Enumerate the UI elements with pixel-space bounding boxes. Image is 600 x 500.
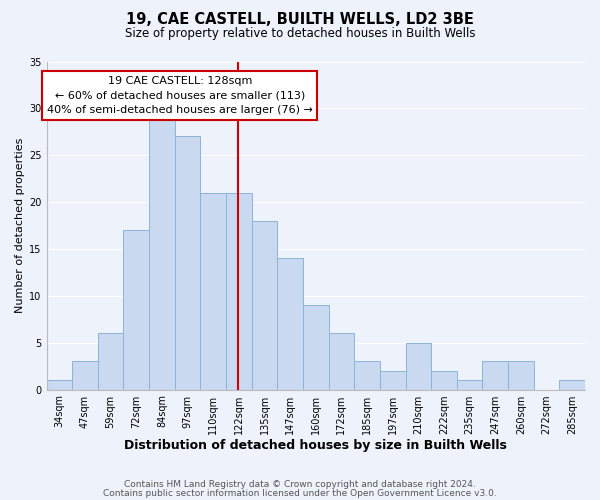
Bar: [124, 230, 149, 390]
Bar: [303, 305, 329, 390]
Bar: [175, 136, 200, 390]
Text: Contains public sector information licensed under the Open Government Licence v3: Contains public sector information licen…: [103, 488, 497, 498]
Text: Contains HM Land Registry data © Crown copyright and database right 2024.: Contains HM Land Registry data © Crown c…: [124, 480, 476, 489]
Bar: [200, 192, 226, 390]
Bar: [149, 118, 175, 390]
Bar: [251, 221, 277, 390]
Bar: [329, 334, 354, 390]
Bar: [72, 362, 98, 390]
Bar: [482, 362, 508, 390]
Text: Size of property relative to detached houses in Builth Wells: Size of property relative to detached ho…: [125, 28, 475, 40]
Text: 19 CAE CASTELL: 128sqm
← 60% of detached houses are smaller (113)
40% of semi-de: 19 CAE CASTELL: 128sqm ← 60% of detached…: [47, 76, 313, 115]
Bar: [431, 371, 457, 390]
Bar: [47, 380, 72, 390]
X-axis label: Distribution of detached houses by size in Builth Wells: Distribution of detached houses by size …: [124, 440, 507, 452]
Y-axis label: Number of detached properties: Number of detached properties: [15, 138, 25, 313]
Bar: [508, 362, 534, 390]
Bar: [380, 371, 406, 390]
Bar: [559, 380, 585, 390]
Bar: [226, 192, 251, 390]
Text: 19, CAE CASTELL, BUILTH WELLS, LD2 3BE: 19, CAE CASTELL, BUILTH WELLS, LD2 3BE: [126, 12, 474, 28]
Bar: [457, 380, 482, 390]
Bar: [98, 334, 124, 390]
Bar: [277, 258, 303, 390]
Bar: [354, 362, 380, 390]
Bar: [406, 342, 431, 390]
